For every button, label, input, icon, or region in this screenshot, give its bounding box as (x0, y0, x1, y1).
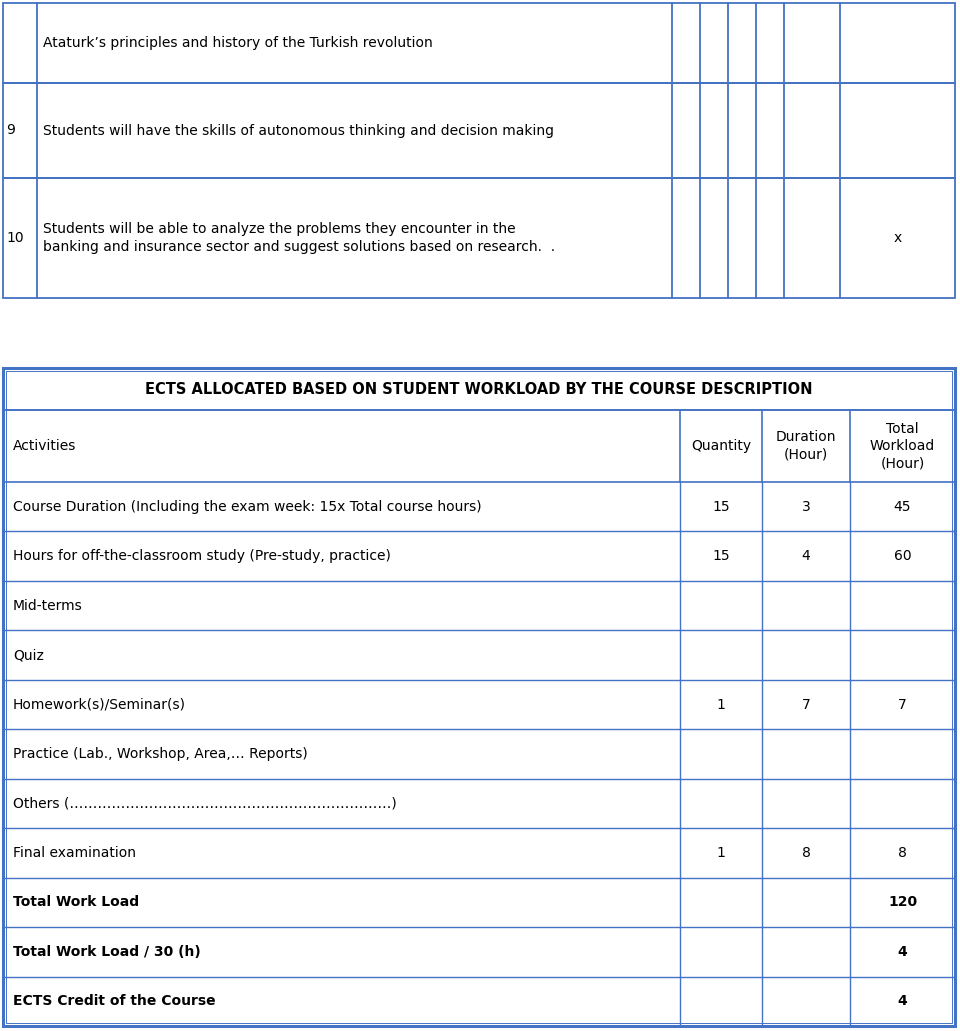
Text: 8: 8 (898, 845, 907, 860)
Text: x: x (894, 231, 901, 245)
Text: Activities: Activities (13, 439, 77, 453)
Text: Total Work Load: Total Work Load (13, 895, 139, 909)
Text: 120: 120 (888, 895, 917, 909)
Text: 10: 10 (6, 231, 24, 245)
Text: Students will have the skills of autonomous thinking and decision making: Students will have the skills of autonom… (43, 124, 554, 137)
Text: Practice (Lab., Workshop, Area,… Reports): Practice (Lab., Workshop, Area,… Reports… (13, 747, 308, 761)
Text: 4: 4 (898, 994, 907, 1008)
Text: 1: 1 (716, 698, 726, 711)
Bar (3, 84, 955, 178)
Text: 7: 7 (899, 698, 907, 711)
Text: Final examination: Final examination (13, 845, 136, 860)
Text: ECTS Credit of the Course: ECTS Credit of the Course (13, 994, 216, 1008)
Text: Mid-terms: Mid-terms (13, 599, 83, 612)
Bar (6, 371, 952, 1023)
Text: Ataturk’s principles and history of the Turkish revolution: Ataturk’s principles and history of the … (43, 36, 433, 49)
Text: 7: 7 (802, 698, 810, 711)
Text: Total
Workload
(Hour): Total Workload (Hour) (870, 422, 935, 470)
Text: 3: 3 (802, 500, 810, 513)
Text: Others (……………………………………………………………): Others (……………………………………………………………) (13, 797, 396, 810)
Bar (3, 368, 955, 1026)
Bar (3, 178, 955, 298)
Text: Students will be able to analyze the problems they encounter in the
banking and : Students will be able to analyze the pro… (43, 222, 555, 255)
Text: 4: 4 (802, 550, 810, 563)
Text: 1: 1 (716, 845, 726, 860)
Text: Homework(s)/Seminar(s): Homework(s)/Seminar(s) (13, 698, 186, 711)
Text: 4: 4 (898, 944, 907, 959)
Text: 9: 9 (6, 124, 14, 137)
Text: 60: 60 (894, 550, 911, 563)
Text: 15: 15 (712, 500, 730, 513)
Text: 45: 45 (894, 500, 911, 513)
Text: Duration
(Hour): Duration (Hour) (776, 430, 836, 462)
Text: Total Work Load / 30 (h): Total Work Load / 30 (h) (13, 944, 201, 959)
Text: 15: 15 (712, 550, 730, 563)
Text: 8: 8 (802, 845, 810, 860)
Text: ECTS ALLOCATED BASED ON STUDENT WORKLOAD BY THE COURSE DESCRIPTION: ECTS ALLOCATED BASED ON STUDENT WORKLOAD… (145, 381, 813, 397)
Text: Quantity: Quantity (691, 439, 751, 453)
Text: Course Duration (Including the exam week: 15x Total course hours): Course Duration (Including the exam week… (13, 500, 482, 513)
Bar (3, 3, 955, 84)
Text: Quiz: Quiz (13, 648, 44, 662)
Text: Hours for off-the-classroom study (Pre-study, practice): Hours for off-the-classroom study (Pre-s… (13, 550, 391, 563)
